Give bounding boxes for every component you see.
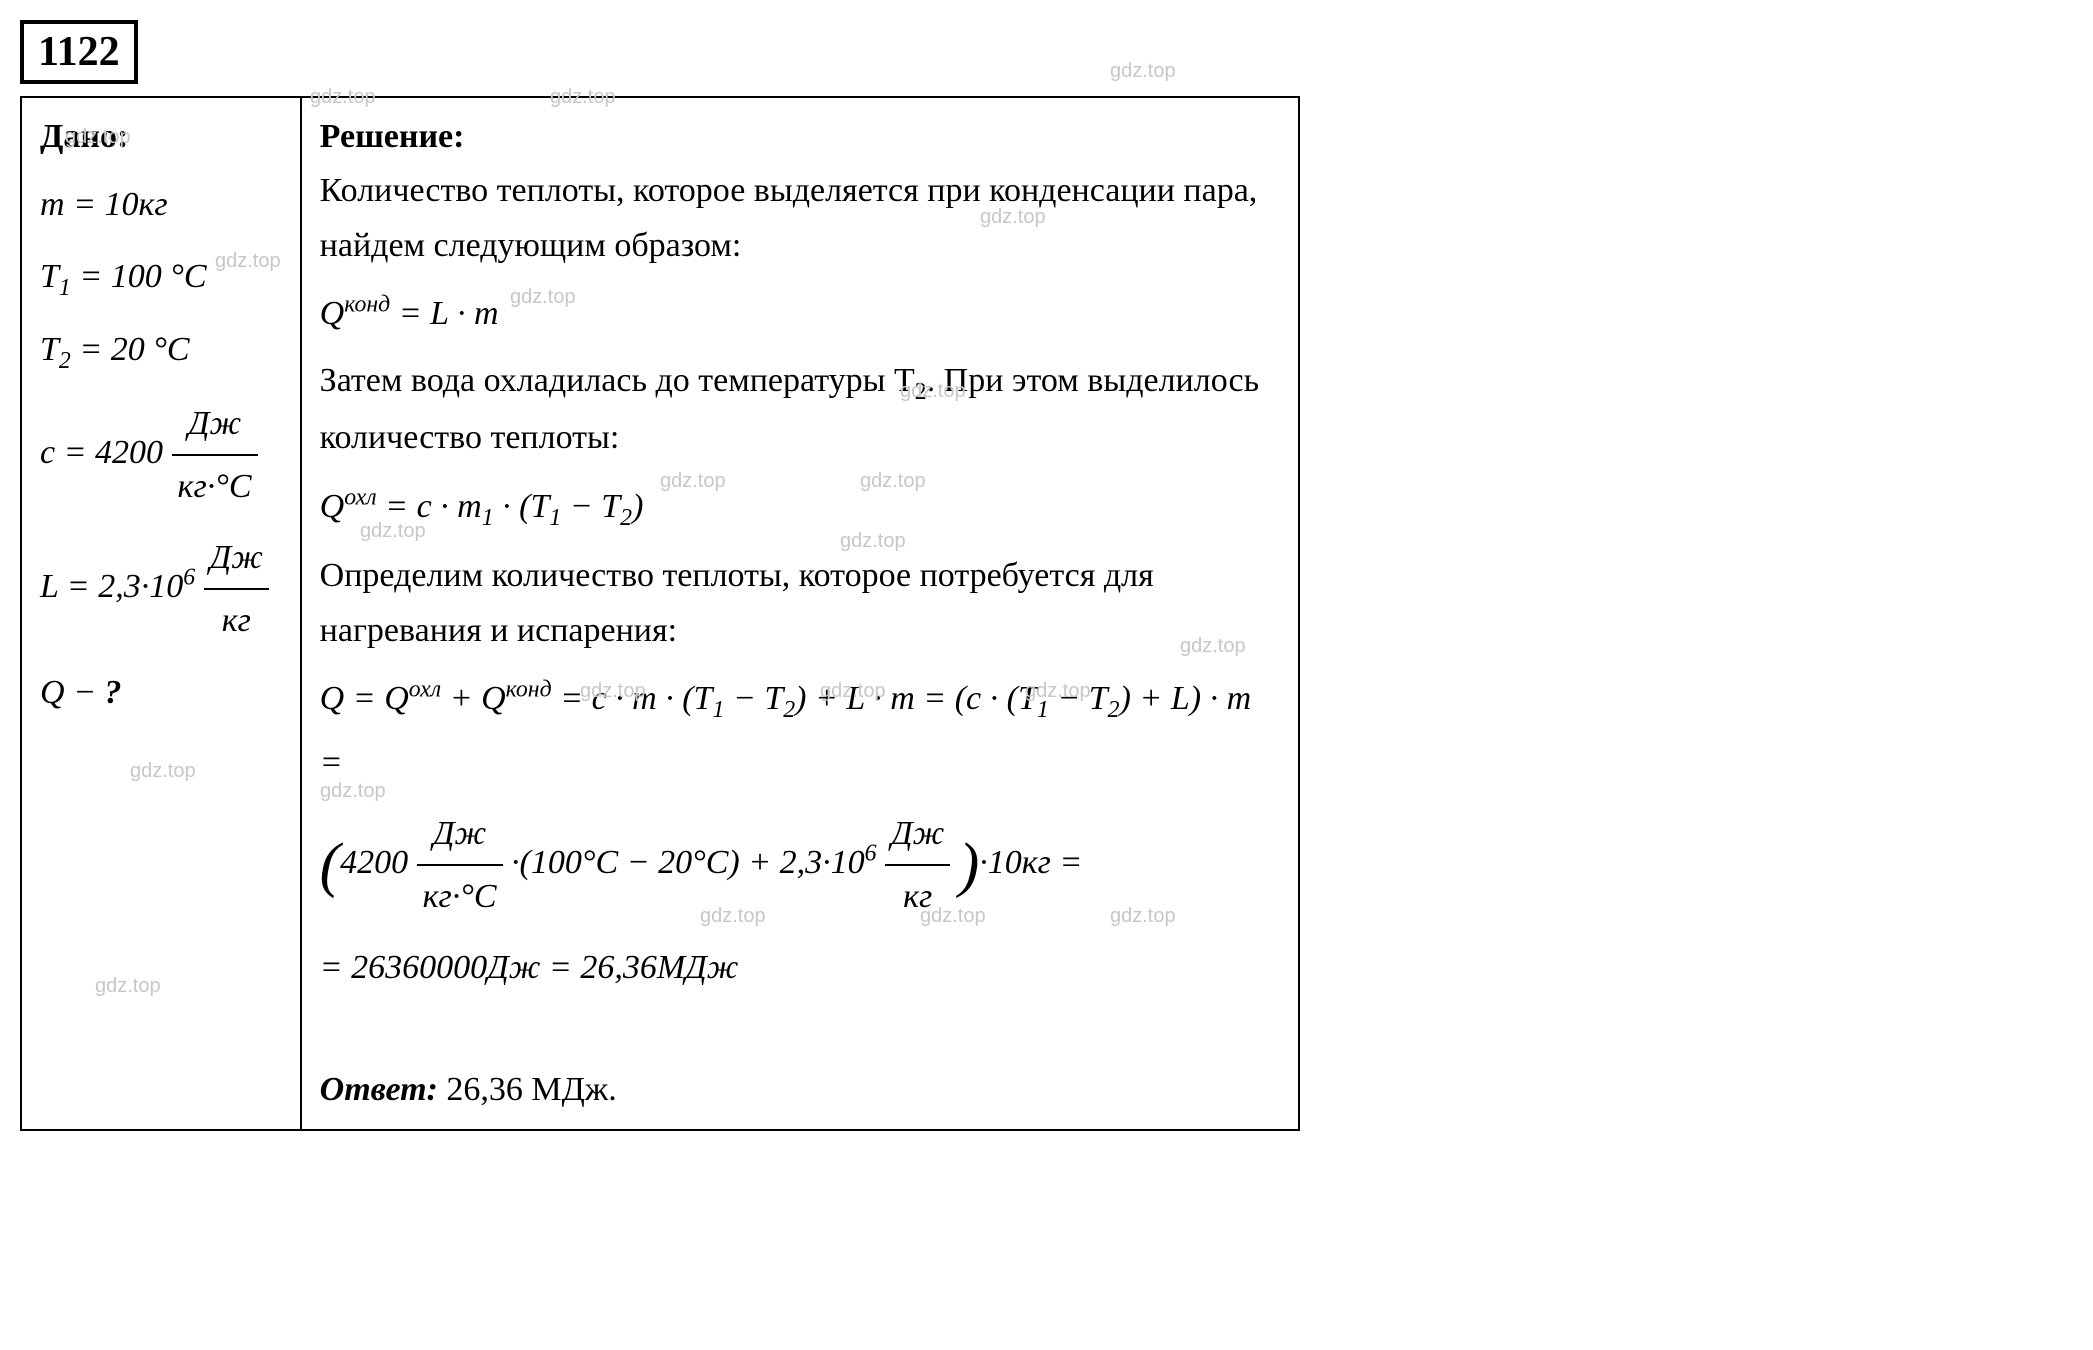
c-unit-num: Дж xyxy=(172,393,258,456)
answer-row: Ответ: 26,36 МДж. xyxy=(320,1063,1280,1117)
solution-text3: Определим количество теплоты, которое по… xyxy=(320,549,1280,658)
formula-total-3: = 26360000Дж = 26,36МДж xyxy=(320,937,1280,998)
formula-cool: Qохл = c · m1 · (T1 − T2) xyxy=(320,476,1280,540)
given-l: L = 2,3·106 Дж кг xyxy=(40,527,282,651)
formula-cond: Qконд = L · m xyxy=(320,283,1280,344)
c-value: 4200 xyxy=(95,434,163,471)
answer-value: 26,36 МДж. xyxy=(446,1071,616,1108)
l-unit-den: кг xyxy=(204,590,269,651)
problem-number-box: 1122 xyxy=(20,20,138,84)
problem-table: Дано: m = 10кг T1 = 100 °C T2 = 20 °C c … xyxy=(20,96,1300,1131)
solution-title: Решение: xyxy=(320,110,1280,164)
formula-total-1: Q = Qохл + Qконд = c · m · (T1 − T2) + L… xyxy=(320,668,1280,793)
given-c: c = 4200 Дж кг·°C xyxy=(40,393,282,517)
problem-number: 1122 xyxy=(38,29,120,75)
l-unit-num: Дж xyxy=(204,527,269,590)
given-t2: T2 = 20 °C xyxy=(40,319,282,383)
given-mass: m = 10кг xyxy=(40,174,282,235)
solution-text1: Количество теплоты, которое выделяется п… xyxy=(320,164,1280,273)
given-column: Дано: m = 10кг T1 = 100 °C T2 = 20 °C c … xyxy=(21,97,301,1130)
given-question: Q − ? xyxy=(40,662,282,723)
formula-total-2: (4200 Дж кг·°C ·(100°C − 20°C) + 2,3·106… xyxy=(320,803,1280,927)
page-container: 1122 Дано: m = 10кг T1 = 100 °C T2 = 20 … xyxy=(20,20,2073,1131)
watermark: gdz.top xyxy=(1110,60,1176,83)
given-title: Дано: xyxy=(40,110,282,164)
given-t1: T1 = 100 °C xyxy=(40,246,282,310)
c-unit-den: кг·°C xyxy=(172,456,258,517)
solution-column: Решение: Количество теплоты, которое выд… xyxy=(301,97,1299,1130)
answer-label: Ответ: xyxy=(320,1071,438,1108)
solution-text2: Затем вода охладилась до температуры T2.… xyxy=(320,354,1280,465)
